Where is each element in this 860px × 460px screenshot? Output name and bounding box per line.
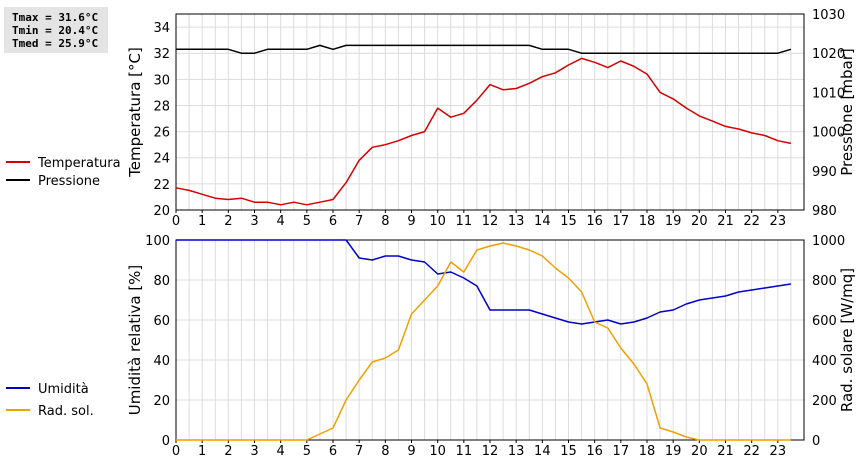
y-tick-label: 28 (153, 99, 170, 114)
x-tick-label: 13 (508, 444, 525, 459)
x-tick-label: 11 (456, 214, 473, 229)
y-tick-label: 0 (162, 434, 170, 449)
x-tick-label: 11 (456, 444, 473, 459)
series-line-umidita (176, 239, 792, 325)
x-tick-label: 4 (277, 214, 285, 229)
x-tick-label: 14 (534, 214, 551, 229)
legend-label-rad-sol: Rad. sol. (38, 404, 94, 419)
y2-axis-title: Pressione [mbar] (838, 48, 856, 176)
x-tick-label: 20 (691, 214, 708, 229)
y-tick-label: 20 (153, 204, 170, 219)
stats-box: Tmax = 31.6°C Tmin = 20.4°C Tmed = 25.9°… (4, 7, 108, 53)
y2-tick-label: 1000 (812, 234, 845, 249)
x-tick-label: 2 (224, 444, 232, 459)
x-tick-label: 2 (224, 214, 232, 229)
series-line-pressione (176, 44, 792, 54)
x-tick-label: 15 (560, 444, 577, 459)
x-tick-label: 19 (665, 444, 682, 459)
x-tick-label: 18 (639, 214, 656, 229)
x-tick-label: 20 (691, 444, 708, 459)
tmin-text: Tmin = 20.4°C (12, 24, 99, 37)
x-tick-label: 22 (743, 214, 760, 229)
y-tick-label: 40 (153, 354, 170, 369)
x-tick-label: 17 (613, 444, 630, 459)
x-tick-label: 10 (429, 214, 446, 229)
humidity-radiation-chart: 0 1 2 3 4 5 6 7 8 9 10 11 12 13 14 15 16 17 18 19 20 21 22 2302… (6, 234, 856, 459)
x-tick-label: 16 (586, 444, 603, 459)
y2-tick-label: 990 (812, 165, 837, 180)
y2-tick-label: 200 (812, 394, 837, 409)
tmed-text: Tmed = 25.9°C (12, 37, 99, 50)
x-tick-label: 9 (407, 214, 415, 229)
y2-tick-label: 600 (812, 314, 837, 329)
y-axis-title: Umidità relativa [%] (126, 265, 144, 416)
x-tick-label: 18 (639, 444, 656, 459)
x-tick-label: 4 (277, 444, 285, 459)
x-tick-label: 7 (355, 444, 363, 459)
x-tick-label: 12 (482, 214, 499, 229)
x-tick-label: 14 (534, 444, 551, 459)
legend-label-pressione: Pressione (38, 174, 100, 189)
x-tick-label: 5 (303, 214, 311, 229)
y-tick-label: 22 (153, 178, 170, 193)
y2-tick-label: 800 (812, 274, 837, 289)
x-tick-label: 0 (172, 444, 180, 459)
x-tick-label: 13 (508, 214, 525, 229)
x-tick-label: 1 (198, 444, 206, 459)
legend-label-temperatura: Temperatura (37, 156, 121, 171)
y2-tick-label: 1010 (812, 86, 845, 101)
x-tick-label: 17 (613, 214, 630, 229)
temperature-pressure-chart: 0 1 2 3 4 5 6 7 8 9 10 11 12 13 14 15 16 17 18 19 20 21 22 2320… (6, 8, 856, 229)
y-tick-label: 32 (153, 47, 170, 62)
x-tick-label: 7 (355, 214, 363, 229)
x-tick-label: 10 (429, 444, 446, 459)
x-tick-label: 3 (250, 444, 258, 459)
y2-tick-label: 1020 (812, 47, 845, 62)
y-tick-label: 60 (153, 314, 170, 329)
x-tick-label: 15 (560, 214, 577, 229)
y2-tick-label: 1000 (812, 126, 845, 141)
x-tick-label: 21 (717, 444, 734, 459)
x-tick-label: 16 (586, 214, 603, 229)
x-tick-label: 19 (665, 214, 682, 229)
x-tick-label: 6 (329, 214, 337, 229)
y2-tick-label: 1030 (812, 8, 845, 23)
y-tick-label: 34 (153, 21, 170, 36)
y-axis-title: Temperatura [°C] (126, 47, 144, 178)
x-tick-label: 22 (743, 444, 760, 459)
y2-tick-label: 400 (812, 354, 837, 369)
x-tick-label: 0 (172, 214, 180, 229)
y2-tick-label: 980 (812, 204, 837, 219)
x-tick-label: 1 (198, 214, 206, 229)
x-tick-label: 3 (250, 214, 258, 229)
x-tick-label: 23 (770, 444, 787, 459)
x-tick-label: 5 (303, 444, 311, 459)
x-tick-label: 8 (381, 214, 389, 229)
x-tick-label: 6 (329, 444, 337, 459)
y-tick-label: 30 (153, 73, 170, 88)
x-tick-label: 9 (407, 444, 415, 459)
x-tick-label: 21 (717, 214, 734, 229)
x-tick-label: 8 (381, 444, 389, 459)
series-line-rad-sol (176, 242, 791, 441)
y-tick-label: 26 (153, 126, 170, 141)
y-tick-label: 20 (153, 394, 170, 409)
y-tick-label: 24 (153, 152, 170, 167)
y-tick-label: 100 (145, 234, 170, 249)
y2-axis-title: Rad. solare [W/mq] (838, 268, 856, 412)
y-tick-label: 80 (153, 274, 170, 289)
y2-tick-label: 0 (812, 434, 820, 449)
x-tick-label: 12 (482, 444, 499, 459)
legend-label-umidita: Umidità (38, 382, 89, 397)
x-tick-label: 23 (770, 214, 787, 229)
series-line-temperatura (175, 57, 792, 206)
tmax-text: Tmax = 31.6°C (12, 11, 99, 24)
